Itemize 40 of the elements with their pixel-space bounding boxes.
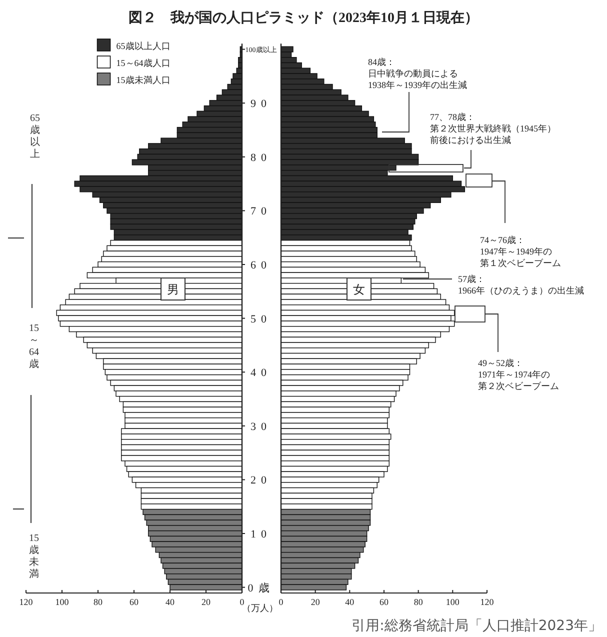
y-tick-label: 80 <box>250 152 272 164</box>
y-tick-label: 10 <box>250 528 272 541</box>
text: 図２ 我が国の人口ピラミッド（2023年10月１日現在） <box>128 10 478 26</box>
y-tick-label: 70 <box>250 206 272 218</box>
x-tick-label: 40 <box>166 597 175 607</box>
annotation: 男 <box>167 282 179 296</box>
x-tick-label: 60 <box>380 597 389 607</box>
text: 引用:総務省統計局「人口推計2023年」 <box>352 618 602 634</box>
annotation: 84歳：日中戦争の動員による1938年～1939年の出生減 <box>368 57 467 90</box>
x-tick-label: 60 <box>130 597 139 607</box>
annotation: 74～76歳：1947年～1949年の第１次ベビーブーム <box>480 235 561 268</box>
annotation: 65歳以上 <box>30 113 40 160</box>
x-tick-label: 120 <box>480 597 494 607</box>
y-tick-label: 30 <box>250 420 272 433</box>
y-tick-label: 50 <box>250 313 272 326</box>
x-tick-label: 80 <box>414 597 424 607</box>
annotation: 女 <box>353 282 365 296</box>
y-tick-label: 20 <box>250 474 272 487</box>
annotation: 15～64歳 <box>29 323 39 370</box>
x-tick-label: 20 <box>310 597 320 607</box>
annotation: 77、78歳：第２次世界大戦終戦（1945年）前後における出生減 <box>430 112 556 145</box>
y-tick-label: 0歳 <box>248 581 274 594</box>
x-tick-label: 100 <box>446 597 460 607</box>
annotation: 57歳：1966年（ひのえうま）の出生減 <box>458 274 584 296</box>
y-tick-label: 60 <box>250 260 272 272</box>
legend-label: 65歳以上人口 <box>116 41 170 51</box>
x-tick-label: 100 <box>55 597 70 607</box>
legend-label: 15歳未満人口 <box>116 75 170 85</box>
legend-label: 15～64歳人口 <box>116 58 170 68</box>
y-tick-label: 90 <box>250 98 272 110</box>
x-tick-label: 120 <box>19 597 34 607</box>
x-tick-label: 80 <box>94 597 103 607</box>
x-tick-label: 40 <box>345 597 355 607</box>
x-tick-label: 0 <box>240 597 245 607</box>
annotation: 49～52歳：1971年～1974年の第２次ベビーブーム <box>478 358 559 391</box>
y-tick-label: 40 <box>250 367 272 380</box>
x-tick-label: 0 <box>278 597 284 607</box>
x-axis-title: （万人） <box>242 603 278 613</box>
annotation: 15歳未満 <box>29 533 39 580</box>
x-tick-label: 20 <box>202 597 211 607</box>
